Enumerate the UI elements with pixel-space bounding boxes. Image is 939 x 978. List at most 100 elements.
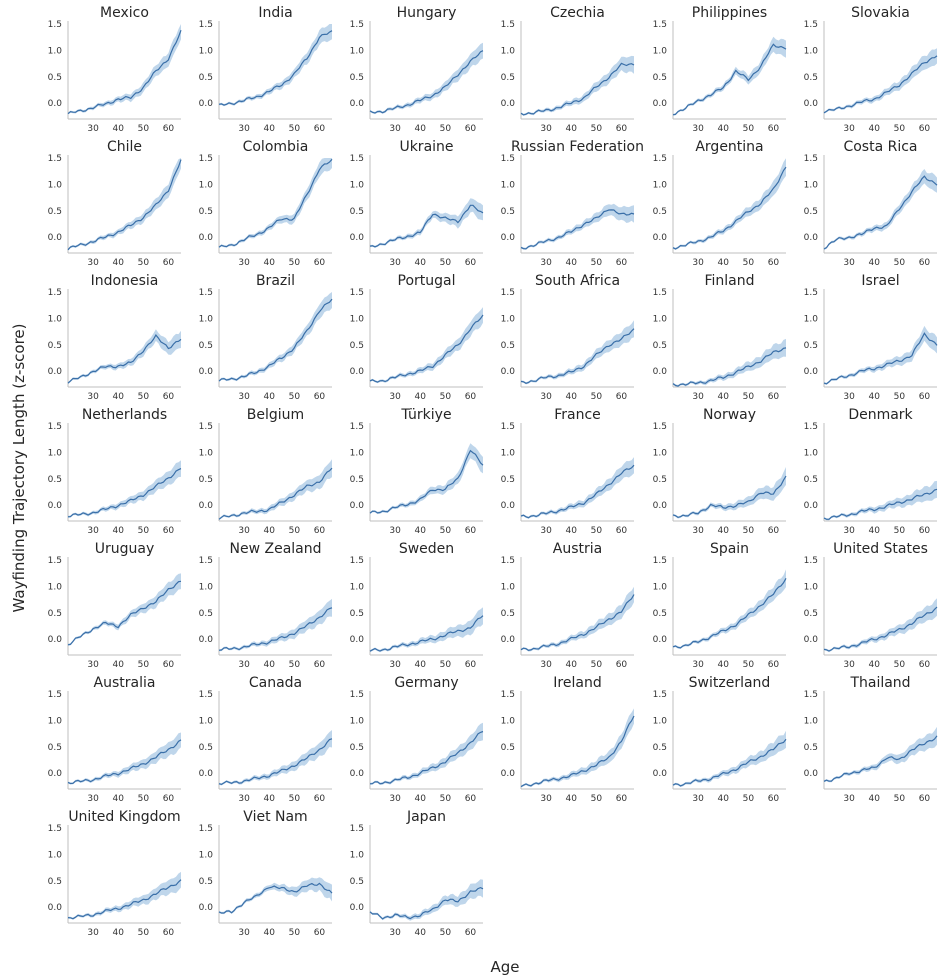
- panel-17: Israel 0.0 0.5 1.0 1.5 30 40 50 60: [804, 273, 938, 402]
- y-tick-label: 1.0: [653, 448, 668, 458]
- y-tick-label: 1.5: [653, 422, 667, 432]
- confidence-band: [219, 598, 332, 652]
- x-tick-label: 30: [692, 660, 704, 670]
- series-line: [672, 475, 787, 519]
- panel-title: Costa Rica: [843, 139, 917, 155]
- x-tick-label: 50: [440, 794, 452, 804]
- y-axis-label: Wayfinding Trajectory Length (z-score): [10, 323, 28, 612]
- series-line: [218, 738, 333, 786]
- x-tick-label: 30: [540, 526, 552, 536]
- x-tick-label: 50: [138, 928, 150, 938]
- x-tick-label: 50: [440, 660, 452, 670]
- x-tick-label: 40: [414, 392, 426, 402]
- x-tick-label: 40: [565, 124, 577, 134]
- x-tick-label: 40: [717, 794, 729, 804]
- x-tick-label: 60: [465, 526, 477, 536]
- y-tick-label: 0.0: [653, 367, 668, 377]
- panel-4: Philippines 0.0 0.5 1.0 1.5 30 40 50 60: [653, 5, 787, 134]
- confidence-band: [219, 158, 332, 249]
- x-tick-label: 30: [692, 794, 704, 804]
- x-tick-label: 50: [138, 526, 150, 536]
- y-tick-label: 0.5: [501, 341, 515, 351]
- x-tick-label: 40: [112, 928, 124, 938]
- x-tick-label: 50: [138, 392, 150, 402]
- y-tick-label: 1.5: [350, 824, 364, 834]
- x-tick-label: 50: [591, 258, 603, 268]
- panel-title: Sweden: [399, 541, 454, 557]
- x-tick-label: 30: [389, 258, 401, 268]
- x-tick-label: 50: [743, 660, 755, 670]
- y-tick-label: 0.5: [350, 609, 364, 619]
- y-tick-label: 0.5: [350, 73, 364, 83]
- y-tick-label: 0.5: [804, 743, 818, 753]
- series-line: [369, 314, 484, 383]
- y-tick-label: 1.0: [501, 46, 516, 56]
- panel-12: Indonesia 0.0 0.5 1.0 1.5 30 40 50 60: [48, 273, 182, 402]
- y-tick-label: 0.5: [804, 609, 818, 619]
- y-tick-label: 1.0: [804, 314, 819, 324]
- y-tick-label: 0.0: [48, 635, 63, 645]
- x-tick-label: 60: [768, 660, 780, 670]
- x-tick-label: 60: [616, 660, 628, 670]
- x-tick-label: 60: [465, 928, 477, 938]
- x-tick-label: 50: [138, 660, 150, 670]
- x-tick-label: 40: [263, 660, 275, 670]
- y-tick-label: 0.5: [48, 207, 62, 217]
- y-tick-label: 0.5: [501, 73, 515, 83]
- panel-5: Slovakia 0.0 0.5 1.0 1.5 30 40 50 60: [804, 5, 938, 134]
- y-tick-label: 1.0: [48, 850, 63, 860]
- y-tick-label: 1.0: [350, 716, 365, 726]
- y-tick-label: 0.5: [501, 207, 515, 217]
- series-line: [218, 30, 333, 106]
- y-tick-label: 0.0: [804, 769, 819, 779]
- x-tick-label: 30: [843, 660, 855, 670]
- y-tick-label: 1.0: [199, 46, 214, 56]
- confidence-band: [521, 708, 634, 788]
- panel-10: Argentina 0.0 0.5 1.0 1.5 30 40 50 60: [653, 139, 787, 268]
- x-tick-label: 60: [465, 124, 477, 134]
- x-tick-label: 40: [868, 392, 880, 402]
- panel-11: Costa Rica 0.0 0.5 1.0 1.5 30 40 50 60: [804, 139, 938, 268]
- x-tick-label: 30: [389, 526, 401, 536]
- y-tick-label: 0.0: [653, 635, 668, 645]
- x-tick-label: 40: [565, 660, 577, 670]
- y-tick-label: 0.5: [48, 73, 62, 83]
- y-tick-label: 0.5: [48, 877, 62, 887]
- x-tick-label: 60: [163, 392, 175, 402]
- y-tick-label: 0.0: [350, 501, 365, 511]
- x-tick-label: 50: [591, 660, 603, 670]
- x-tick-label: 30: [692, 526, 704, 536]
- y-tick-label: 1.5: [350, 20, 364, 30]
- panel-2: Hungary 0.0 0.5 1.0 1.5 30 40 50 60: [350, 5, 484, 134]
- y-tick-label: 1.5: [501, 20, 515, 30]
- series-line: [369, 886, 484, 920]
- x-tick-label: 40: [112, 660, 124, 670]
- series-line: [672, 578, 787, 649]
- x-tick-label: 60: [314, 392, 326, 402]
- y-tick-label: 1.5: [350, 690, 364, 700]
- panel-14: Portugal 0.0 0.5 1.0 1.5 30 40 50 60: [350, 273, 484, 402]
- x-tick-label: 30: [87, 928, 99, 938]
- series-line: [67, 879, 182, 920]
- confidence-band: [673, 467, 786, 519]
- y-tick-label: 0.0: [350, 635, 365, 645]
- confidence-band: [673, 730, 786, 787]
- panel-title: Philippines: [692, 5, 767, 21]
- y-tick-label: 1.5: [804, 154, 818, 164]
- y-tick-label: 1.0: [804, 716, 819, 726]
- y-tick-label: 1.0: [804, 448, 819, 458]
- x-tick-label: 30: [389, 794, 401, 804]
- y-tick-label: 0.5: [350, 341, 364, 351]
- series-line: [520, 209, 635, 250]
- series-line: [520, 594, 635, 652]
- x-tick-label: 50: [591, 526, 603, 536]
- y-tick-label: 0.0: [48, 99, 63, 109]
- y-tick-label: 1.5: [199, 20, 213, 30]
- x-tick-label: 50: [894, 258, 906, 268]
- y-tick-label: 0.5: [804, 207, 818, 217]
- x-tick-label: 40: [414, 526, 426, 536]
- panel-title: Colombia: [243, 139, 309, 155]
- x-tick-label: 60: [465, 660, 477, 670]
- x-tick-label: 50: [743, 794, 755, 804]
